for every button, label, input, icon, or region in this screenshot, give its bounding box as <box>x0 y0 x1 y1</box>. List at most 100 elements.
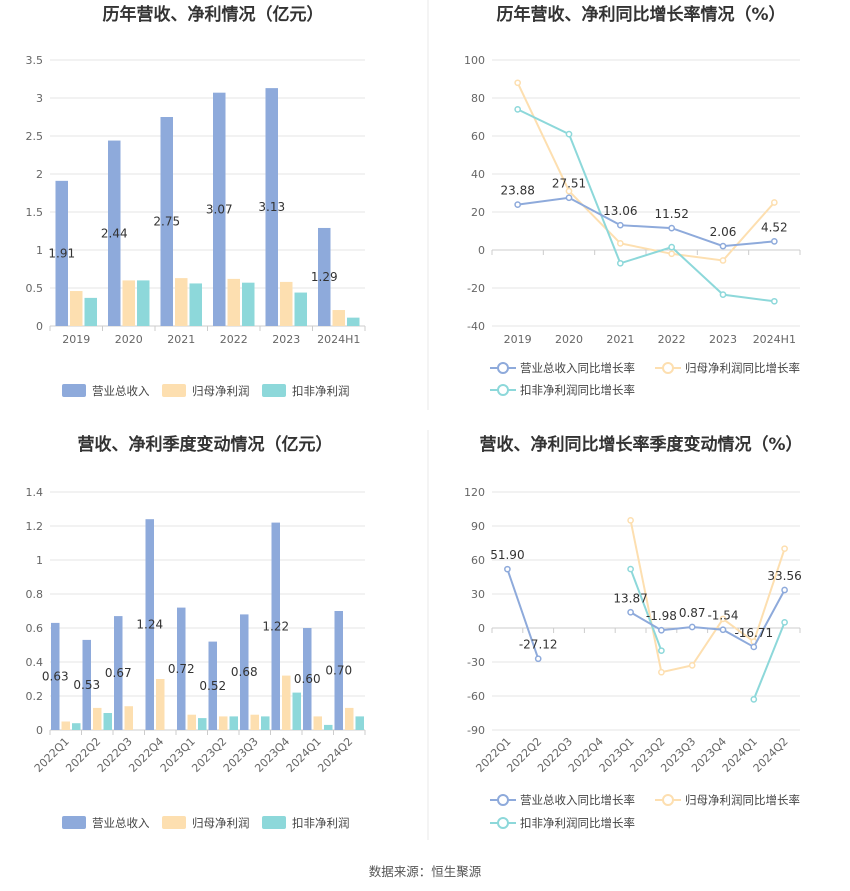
legend-label: 归母净利润同比增长率 <box>685 361 800 375</box>
annual-revenue-bar-chart: 0 0.5 1 1.5 2 2.5 3 3.5 2019 2020 2021 2022 2023 2024… <box>26 54 366 398</box>
line-data-label: 11.52 <box>654 207 688 221</box>
x-tick-label: 2024H1 <box>753 333 796 346</box>
bar-revenue <box>318 227 331 326</box>
legend-label: 营业总收入同比增长率 <box>520 361 635 375</box>
line-data-label: -16.71 <box>734 626 773 640</box>
line-data-label: 2.06 <box>710 225 737 239</box>
legend-label: 归母净利润 <box>192 384 250 398</box>
y-tick-label: 0.8 <box>26 588 44 601</box>
legend-swatch <box>162 816 186 829</box>
series-line-deducted-profit-growth <box>629 568 663 652</box>
bar-deducted-profit <box>292 692 301 730</box>
bar-data-label: 1.91 <box>48 246 75 260</box>
series-point-deducted-profit-growth <box>514 106 522 113</box>
x-tick-label: 2020 <box>555 333 583 346</box>
line-data-label: 27.51 <box>552 177 586 191</box>
bar-data-label: 0.67 <box>105 666 132 680</box>
bar-net-profit <box>70 291 83 326</box>
chart-title-quarterly-growth: 营收、净利同比增长率季度变动情况（%） <box>479 434 802 455</box>
line-data-label: 13.87 <box>613 591 647 605</box>
x-tick-label: 2023 <box>272 333 300 346</box>
series-point-revenue-growth <box>688 623 696 631</box>
bar-deducted-profit <box>103 713 112 730</box>
series-point-net-profit-growth <box>565 187 573 195</box>
y-tick-label: 3 <box>36 92 43 105</box>
legend-label: 扣非净利润同比增长率 <box>520 383 635 397</box>
bar-revenue <box>55 180 68 326</box>
y-tick-label: 1 <box>36 244 43 257</box>
legend-swatch <box>62 384 86 397</box>
bar-net-profit <box>282 675 291 730</box>
series-point-deducted-profit-growth <box>719 291 727 298</box>
series-line-revenue-growth <box>517 196 775 248</box>
series-point-revenue-growth <box>770 238 778 245</box>
bar-revenue <box>271 522 280 730</box>
bar-net-profit <box>187 714 196 730</box>
series-point-revenue-growth <box>504 565 511 573</box>
y-tick-label: 60 <box>471 130 485 143</box>
legend-marker-swatch <box>662 362 674 374</box>
bar-revenue <box>265 88 278 327</box>
bar-revenue <box>177 607 186 730</box>
bar-net-profit <box>313 716 322 730</box>
y-tick-label: 30 <box>471 588 485 601</box>
y-tick-label: 0 <box>36 724 43 737</box>
bar-revenue <box>334 611 343 730</box>
legend-swatch <box>262 384 286 397</box>
line-data-label: 0.87 <box>679 606 706 620</box>
x-tick-label: 2024Q2 <box>315 735 355 775</box>
y-tick-label: 40 <box>471 168 485 181</box>
bar-revenue <box>108 140 121 326</box>
legend-label: 营业总收入 <box>92 816 150 830</box>
bar-data-label: 0.53 <box>73 678 100 692</box>
series-line-net-profit-growth <box>629 520 786 674</box>
bar-revenue <box>213 92 226 327</box>
legend-swatch <box>62 816 86 829</box>
line-data-label: 23.88 <box>500 184 534 198</box>
series-point-revenue-growth <box>668 224 676 232</box>
series-point-deducted-profit-growth <box>658 647 665 655</box>
series-point-net-profit-growth <box>688 662 696 669</box>
line-data-label: 51.90 <box>490 548 524 562</box>
line-data-label: 13.06 <box>603 204 637 218</box>
bar-data-label: 0.68 <box>231 665 258 679</box>
legend-label: 营业总收入 <box>92 384 150 398</box>
series-point-net-profit-growth <box>658 668 665 676</box>
legend-label: 扣非净利润 <box>292 816 350 830</box>
series-line-deducted-profit-growth <box>752 621 786 700</box>
legend-swatch <box>162 384 186 397</box>
bar-net-profit <box>122 280 135 326</box>
bar-data-label: 3.13 <box>258 200 285 214</box>
chart-title-annual-growth: 历年营收、净利同比增长率情况（%） <box>496 4 785 25</box>
series-point-revenue-growth <box>719 626 727 634</box>
series-point-revenue-growth <box>781 586 788 594</box>
series-point-net-profit-growth <box>514 79 522 87</box>
bar-deducted-profit <box>198 718 207 730</box>
chart-title-quarterly-revenue: 营收、净利季度变动情况（亿元） <box>78 434 333 455</box>
bar-net-profit <box>280 281 293 326</box>
bar-revenue <box>145 519 154 730</box>
bar-revenue <box>114 616 123 730</box>
quarterly-growth-line-chart: -90-60-3003060901202022Q12022Q22022Q3202… <box>464 486 802 830</box>
bar-net-profit <box>250 714 259 730</box>
quarterly-revenue-bar-chart: 00.20.40.60.811.21.42022Q12022Q22022Q320… <box>26 486 366 830</box>
y-tick-label: 2 <box>36 168 43 181</box>
series-line-deducted-profit-growth <box>517 108 775 303</box>
bar-net-profit <box>345 707 354 730</box>
series-point-revenue-growth <box>658 626 665 634</box>
series-point-revenue-growth <box>534 655 542 663</box>
series-line-revenue-growth <box>630 589 786 649</box>
bar-data-label: 1.24 <box>136 618 163 632</box>
bar-net-profit <box>332 310 345 326</box>
y-tick-label: -20 <box>467 282 485 295</box>
y-tick-label: 0 <box>478 622 485 635</box>
data-source-note: 数据来源：恒生聚源 <box>369 864 482 879</box>
series-point-net-profit-growth <box>719 257 727 264</box>
bar-data-label: 1.29 <box>311 270 338 284</box>
x-tick-label: 2024H1 <box>317 333 360 346</box>
y-tick-label: 80 <box>471 92 485 105</box>
series-point-revenue-growth <box>719 242 727 250</box>
bar-data-label: 1.22 <box>262 619 289 633</box>
y-tick-label: 1.2 <box>26 520 44 533</box>
